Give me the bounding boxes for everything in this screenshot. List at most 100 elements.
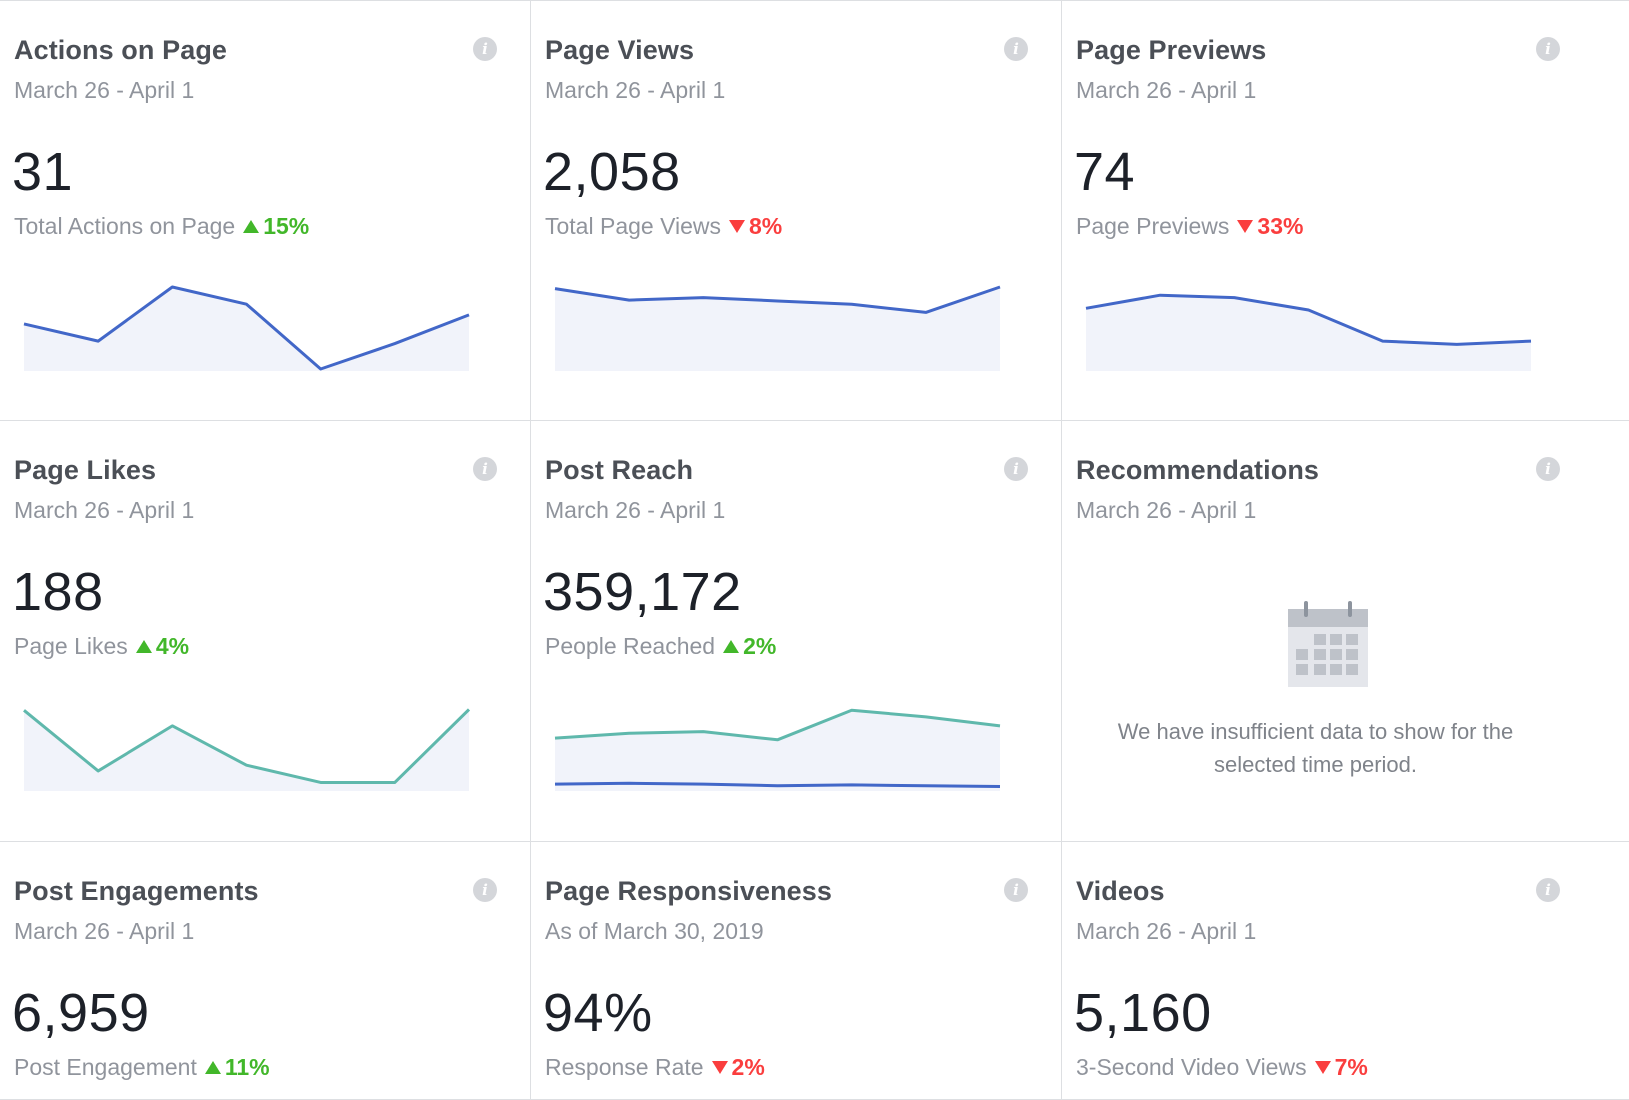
metric-label: Page Previews bbox=[1076, 213, 1230, 239]
metric-label-row: Page Likes 4% bbox=[14, 633, 189, 660]
arrow-up-icon bbox=[723, 640, 740, 653]
metric-label: Total Page Views bbox=[545, 213, 722, 239]
metric-label: Response Rate bbox=[545, 1054, 704, 1080]
sparkline-series-0 bbox=[1085, 293, 1532, 346]
change-badge: 4% bbox=[135, 633, 190, 660]
metric-label-row: People Reached 2% bbox=[545, 633, 776, 660]
metric-value: 188 bbox=[12, 562, 104, 622]
change-percent: 11% bbox=[224, 1054, 270, 1080]
card-videos[interactable]: Videos March 26 - April 1 i 5,160 3-Seco… bbox=[1062, 842, 1629, 1100]
change-badge: 33% bbox=[1237, 213, 1303, 240]
card-date-range: March 26 - April 1 bbox=[545, 77, 726, 103]
metric-label: Page Likes bbox=[14, 633, 128, 659]
metric-label: Post Engagement bbox=[14, 1054, 197, 1080]
sparkline-chart bbox=[554, 708, 1001, 791]
card-date-range: March 26 - April 1 bbox=[1076, 918, 1257, 944]
metric-value: 5,160 bbox=[1074, 983, 1212, 1043]
info-icon[interactable]: i bbox=[1004, 457, 1028, 481]
card-title: Page Likes bbox=[14, 455, 157, 485]
metric-label-row: Total Page Views 8% bbox=[545, 213, 782, 240]
metric-label: 3-Second Video Views bbox=[1076, 1054, 1307, 1080]
metric-value: 94% bbox=[543, 983, 653, 1043]
sparkline-chart bbox=[23, 708, 470, 791]
change-badge: 11% bbox=[204, 1054, 270, 1081]
info-icon[interactable]: i bbox=[473, 37, 497, 61]
metric-value: 359,172 bbox=[543, 562, 742, 622]
sparkline-series-0 bbox=[554, 285, 1001, 314]
metric-value: 74 bbox=[1074, 142, 1136, 202]
card-date-range: March 26 - April 1 bbox=[545, 497, 726, 523]
change-badge: 7% bbox=[1314, 1054, 1368, 1081]
metric-label-row: 3-Second Video Views 7% bbox=[1076, 1054, 1368, 1081]
card-date-range: March 26 - April 1 bbox=[14, 77, 195, 103]
sparkline-chart bbox=[1085, 293, 1532, 371]
arrow-down-icon bbox=[711, 1061, 728, 1074]
metric-label-row: Total Actions on Page 15% bbox=[14, 213, 309, 240]
info-icon[interactable]: i bbox=[1004, 878, 1028, 902]
card-title: Post Reach bbox=[545, 455, 694, 485]
change-percent: 33% bbox=[1257, 213, 1304, 239]
sparkline-area bbox=[1086, 295, 1531, 371]
change-badge: 2% bbox=[711, 1054, 765, 1081]
change-badge: 15% bbox=[243, 213, 309, 240]
change-percent: 4% bbox=[155, 633, 190, 659]
sparkline-chart bbox=[554, 285, 1001, 371]
card-recommendations[interactable]: Recommendations March 26 - April 1 i We … bbox=[1062, 421, 1629, 842]
card-page-likes[interactable]: Page Likes March 26 - April 1 i 188 Page… bbox=[0, 421, 531, 842]
info-icon[interactable]: i bbox=[473, 457, 497, 481]
card-title: Page Previews bbox=[1076, 35, 1267, 65]
arrow-down-icon bbox=[1314, 1061, 1331, 1074]
sparkline-series-0 bbox=[554, 708, 1001, 742]
card-page-views[interactable]: Page Views March 26 - April 1 i 2,058 To… bbox=[531, 0, 1062, 421]
info-icon[interactable]: i bbox=[1536, 457, 1560, 481]
info-icon[interactable]: i bbox=[1004, 37, 1028, 61]
card-page-previews[interactable]: Page Previews March 26 - April 1 i 74 Pa… bbox=[1062, 0, 1629, 421]
sparkline-series-0 bbox=[23, 708, 470, 784]
card-date-range: March 26 - April 1 bbox=[1076, 497, 1257, 523]
info-icon[interactable]: i bbox=[473, 878, 497, 902]
metric-value: 31 bbox=[12, 142, 74, 202]
change-percent: 15% bbox=[263, 213, 310, 239]
card-title: Recommendations bbox=[1076, 455, 1320, 485]
change-badge: 8% bbox=[729, 213, 782, 240]
arrow-down-icon bbox=[729, 220, 746, 233]
metric-value: 2,058 bbox=[543, 142, 681, 202]
change-badge: 2% bbox=[723, 633, 776, 660]
metric-label: People Reached bbox=[545, 633, 716, 659]
card-page-responsiveness[interactable]: Page Responsiveness As of March 30, 2019… bbox=[531, 842, 1062, 1100]
empty-state bbox=[1062, 601, 1629, 692]
card-post-engagements[interactable]: Post Engagements March 26 - April 1 i 6,… bbox=[0, 842, 531, 1100]
metric-value: 6,959 bbox=[12, 983, 150, 1043]
card-title: Page Views bbox=[545, 35, 695, 65]
card-date-range: As of March 30, 2019 bbox=[545, 918, 764, 944]
card-post-reach[interactable]: Post Reach March 26 - April 1 i 359,172 … bbox=[531, 421, 1062, 842]
card-title: Post Engagements bbox=[14, 876, 259, 906]
arrow-up-icon bbox=[135, 640, 152, 653]
sparkline-chart bbox=[23, 285, 470, 371]
calendar-icon bbox=[1287, 601, 1368, 687]
metric-label-row: Post Engagement 11% bbox=[14, 1054, 270, 1081]
metric-label: Total Actions on Page bbox=[14, 213, 236, 239]
arrow-up-icon bbox=[243, 220, 260, 233]
card-date-range: March 26 - April 1 bbox=[14, 918, 195, 944]
card-actions-on-page[interactable]: Actions on Page March 26 - April 1 i 31 … bbox=[0, 0, 531, 421]
card-date-range: March 26 - April 1 bbox=[1076, 77, 1257, 103]
card-title: Videos bbox=[1076, 876, 1165, 906]
empty-message: We have insufficient data to show for th… bbox=[1117, 719, 1514, 777]
change-percent: 8% bbox=[749, 213, 783, 239]
metric-label-row: Response Rate 2% bbox=[545, 1054, 765, 1081]
change-percent: 7% bbox=[1334, 1054, 1368, 1080]
arrow-down-icon bbox=[1237, 220, 1254, 233]
sparkline-area bbox=[555, 287, 1000, 371]
sparkline-series-0 bbox=[23, 285, 470, 371]
sparkline-area bbox=[24, 709, 469, 791]
sparkline-area bbox=[24, 287, 469, 371]
sparkline-area bbox=[555, 710, 1000, 791]
info-icon[interactable]: i bbox=[1536, 37, 1560, 61]
arrow-up-icon bbox=[204, 1061, 221, 1074]
card-title: Actions on Page bbox=[14, 35, 228, 65]
info-icon[interactable]: i bbox=[1536, 878, 1560, 902]
card-title: Page Responsiveness bbox=[545, 876, 833, 906]
card-date-range: March 26 - April 1 bbox=[14, 497, 195, 523]
